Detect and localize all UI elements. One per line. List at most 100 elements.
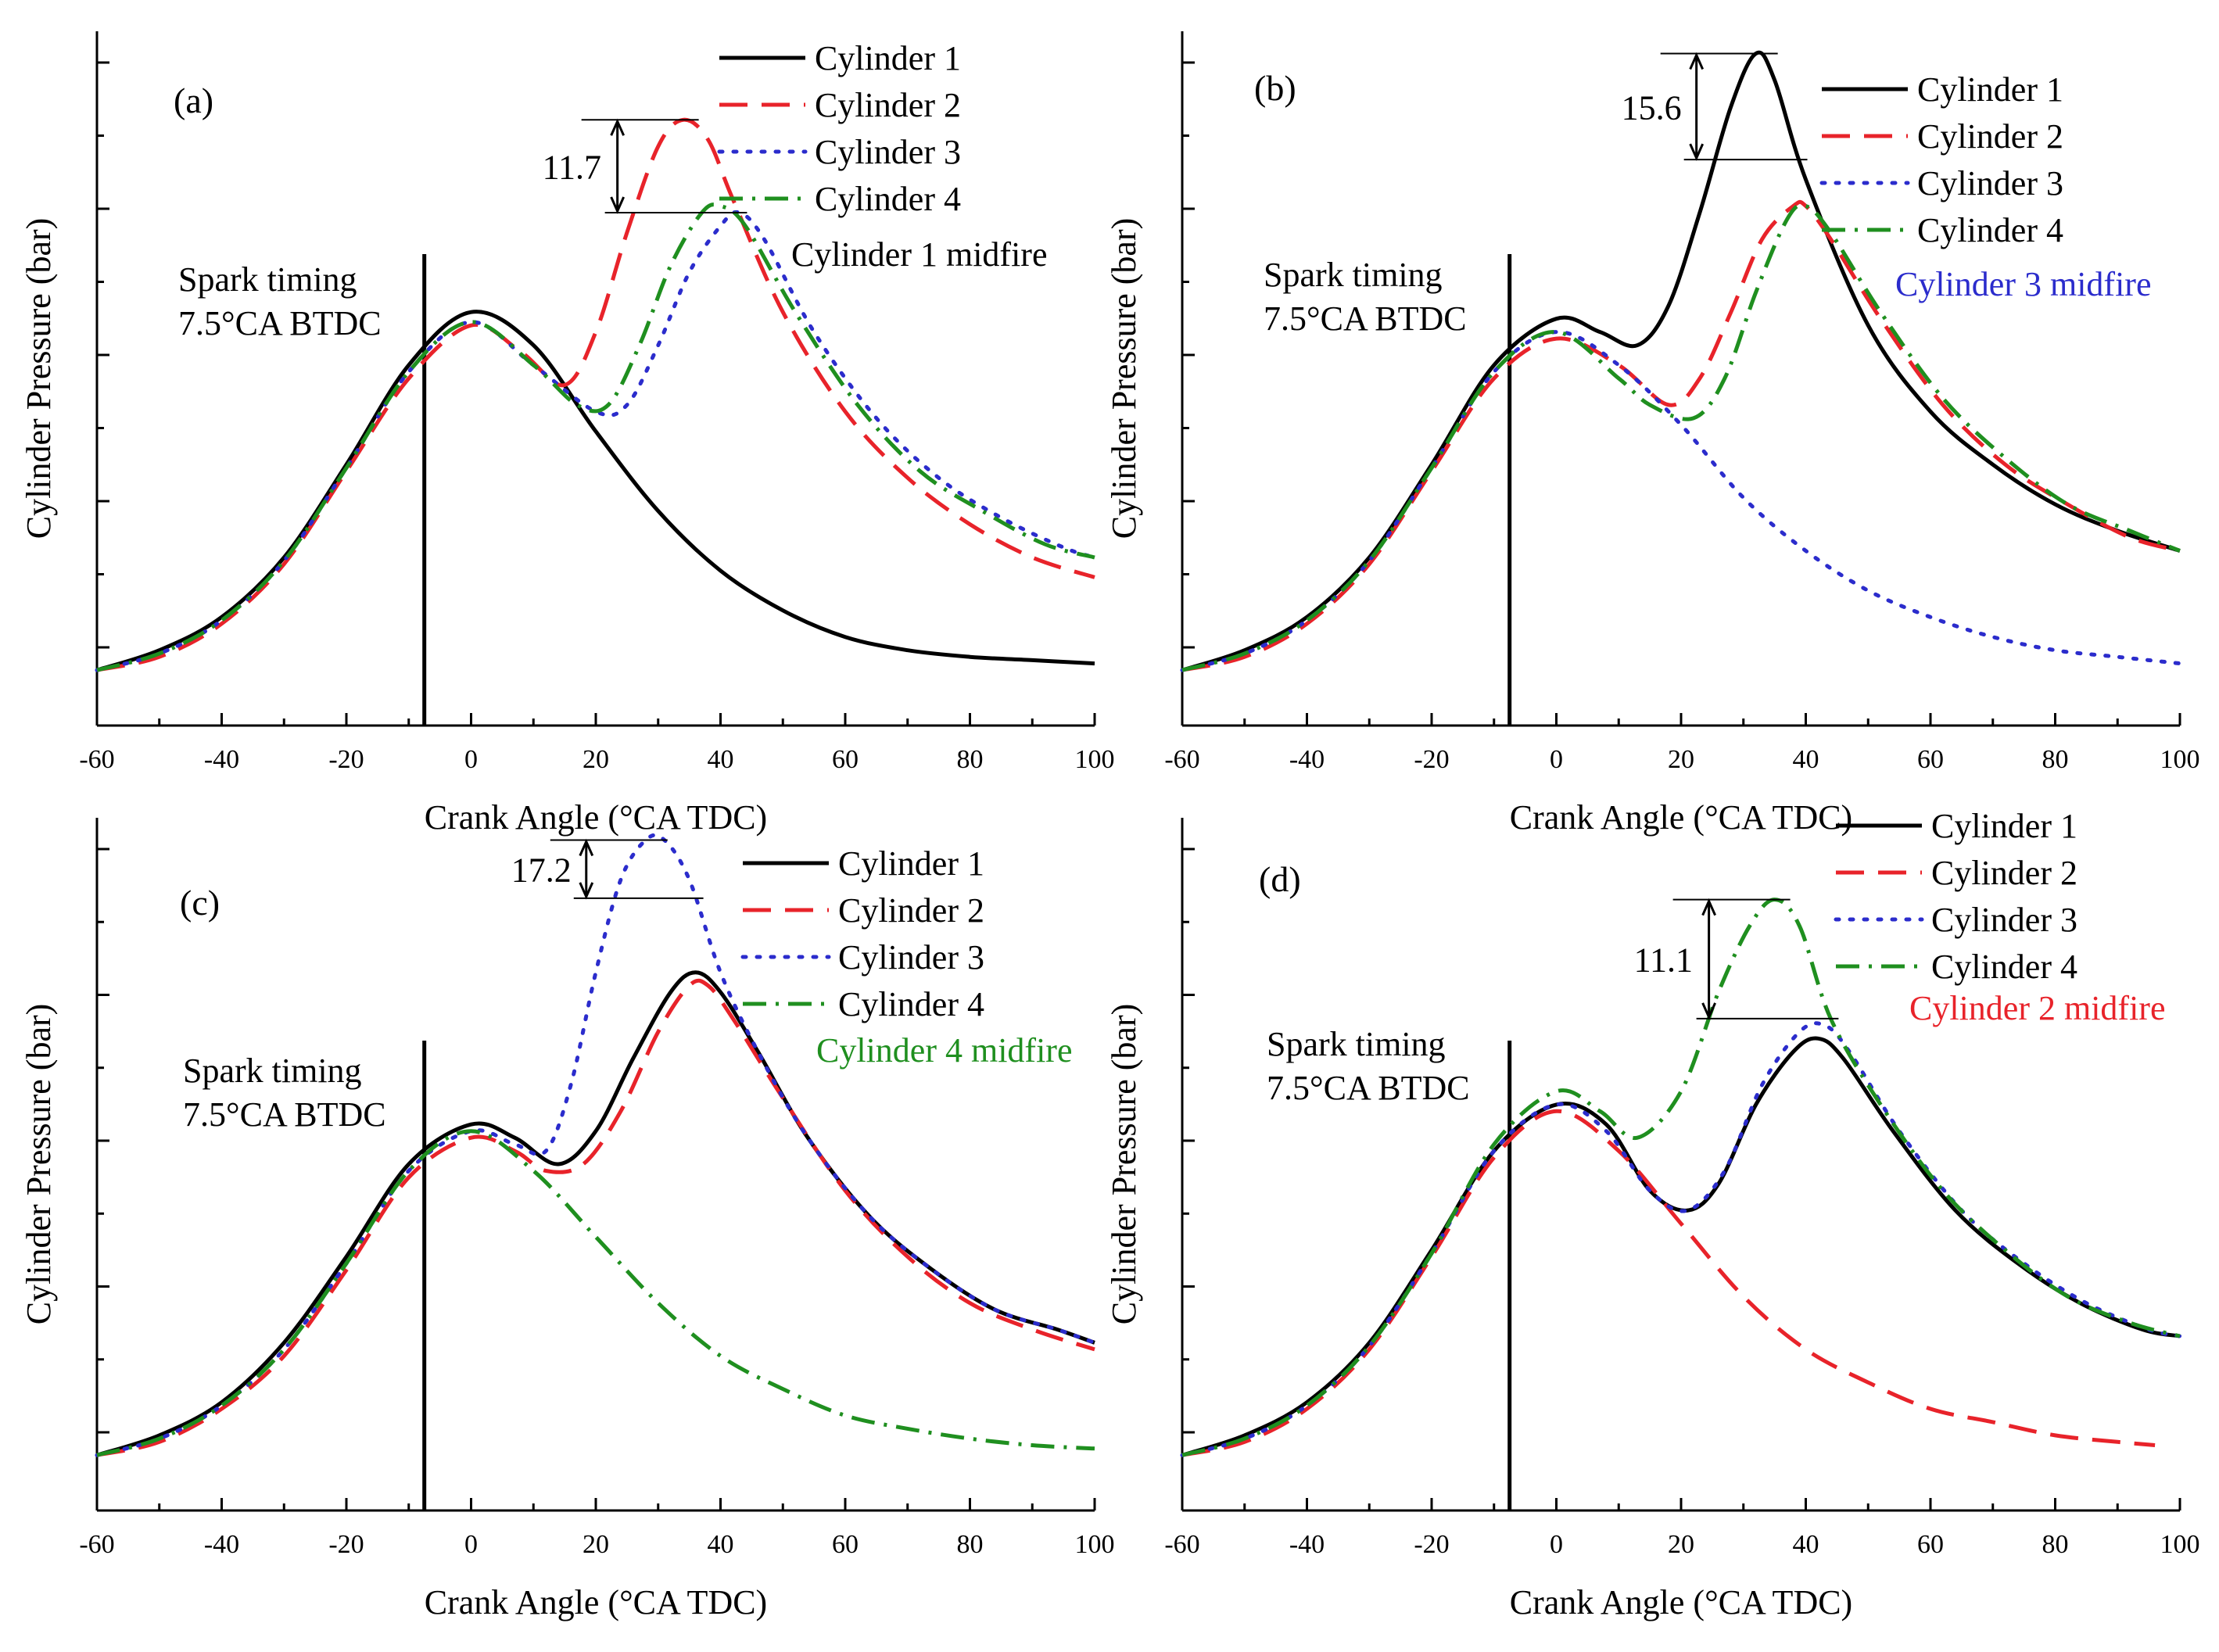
delta-arrowhead-up xyxy=(579,838,594,857)
x-tick-label: 40 xyxy=(708,745,734,774)
legend: Cylinder 1 Cylinder 2 Cylinder 3 Cylinder 4 xyxy=(1834,807,2077,986)
legend-entry-cylinder-4: Cylinder 4 xyxy=(1917,211,2063,249)
x-tick-label: 100 xyxy=(2160,1530,2200,1559)
x-tick-label: -20 xyxy=(328,745,364,774)
x-tick-label: 60 xyxy=(1917,745,1944,774)
series-line-cylinder-3 xyxy=(95,210,1097,672)
series-line-cylinder-1 xyxy=(96,310,1095,672)
series-line-cylinder-2 xyxy=(96,978,1095,1457)
legend-entry-cylinder-3: Cylinder 3 xyxy=(1931,901,2077,939)
panel-label: (c) xyxy=(180,883,220,923)
delta-label: 17.2 xyxy=(511,851,572,890)
legend-entry-cylinder-1: Cylinder 1 xyxy=(1931,807,2077,845)
x-tick-label: 40 xyxy=(1793,1530,1819,1559)
spark-timing-label: Spark timing xyxy=(1264,256,1443,294)
spark-timing-value: 7.5°CA BTDC xyxy=(178,304,382,342)
legend-entry-cylinder-1: Cylinder 1 xyxy=(838,844,984,883)
x-tick-label: 100 xyxy=(1075,1530,1115,1559)
spark-timing-value: 7.5°CA BTDC xyxy=(1264,299,1467,338)
x-tick-label: 0 xyxy=(1550,745,1563,774)
series-line-cylinder-2 xyxy=(1181,199,2181,672)
x-tick-label: 100 xyxy=(2160,745,2200,774)
x-tick-label: 20 xyxy=(583,1530,609,1559)
panel-label: (b) xyxy=(1254,68,1296,108)
midfire-annotation: Cylinder 2 midfire xyxy=(1909,989,2166,1027)
series-line-cylinder-1 xyxy=(1181,50,2181,672)
panel-4: -60 -40 -20 0 20 40 60 80 100 Crank Angle (°CA TD… xyxy=(1105,807,2200,1622)
midfire-annotation: Cylinder 3 midfire xyxy=(1895,265,2152,303)
x-tick-label: 80 xyxy=(957,1530,984,1559)
delta-label: 11.7 xyxy=(543,149,601,187)
x-tick-label: -20 xyxy=(1414,745,1449,774)
x-tick-label: 80 xyxy=(2042,1530,2069,1559)
delta-arrowhead-down xyxy=(1689,143,1705,161)
midfire-annotation: Cylinder 4 midfire xyxy=(816,1031,1073,1070)
legend-entry-cylinder-1: Cylinder 1 xyxy=(1917,70,2063,109)
legend-entry-cylinder-3: Cylinder 3 xyxy=(815,133,961,171)
x-axis-label: Crank Angle (°CA TDC) xyxy=(425,1583,767,1622)
x-axis-label: Crank Angle (°CA TDC) xyxy=(425,798,767,837)
delta-arrowhead-up xyxy=(1701,898,1717,916)
x-tick-label: 80 xyxy=(957,745,984,774)
series-line-cylinder-4 xyxy=(96,202,1095,672)
x-axis-label: Crank Angle (°CA TDC) xyxy=(1510,1583,1852,1622)
panel-3: -60 -40 -20 0 20 40 60 80 100 Crank Angle (°CA TD… xyxy=(20,818,1115,1622)
x-tick-label: -40 xyxy=(1289,745,1325,774)
delta-arrowhead-down xyxy=(610,196,626,214)
legend-entry-cylinder-3: Cylinder 3 xyxy=(1917,164,2063,202)
delta-label: 11.1 xyxy=(1634,941,1693,980)
panel-label: (a) xyxy=(174,81,213,120)
x-tick-label: 40 xyxy=(1793,745,1819,774)
y-axis-label: Cylinder Pressure (bar) xyxy=(1105,218,1143,539)
x-tick-label: 80 xyxy=(2042,745,2069,774)
series-line-cylinder-2 xyxy=(1181,1109,2156,1457)
x-tick-label: 20 xyxy=(1668,1530,1694,1559)
x-tick-label: -20 xyxy=(1414,1530,1449,1559)
x-tick-label: -60 xyxy=(79,1530,114,1559)
series-line-cylinder-4 xyxy=(1181,202,2181,672)
spark-timing-label: Spark timing xyxy=(183,1052,362,1090)
legend-entry-cylinder-3: Cylinder 3 xyxy=(838,938,984,977)
series-line-cylinder-4 xyxy=(96,1129,1095,1457)
delta-arrowhead-up xyxy=(610,118,626,136)
legend-entry-cylinder-2: Cylinder 2 xyxy=(838,891,984,930)
x-tick-label: 0 xyxy=(464,1530,478,1559)
delta-label: 15.6 xyxy=(1622,88,1682,127)
x-tick-label: 0 xyxy=(1550,1530,1563,1559)
spark-timing-value: 7.5°CA BTDC xyxy=(1267,1069,1470,1107)
legend: Cylinder 1 Cylinder 2 Cylinder 3 Cylinder 4 xyxy=(1819,70,2063,249)
x-tick-label: 100 xyxy=(1075,745,1115,774)
x-tick-label: -60 xyxy=(79,745,114,774)
legend-entry-cylinder-1: Cylinder 1 xyxy=(815,39,961,77)
midfire-annotation: Cylinder 1 midfire xyxy=(791,235,1048,274)
delta-arrowhead-up xyxy=(1689,52,1705,70)
y-axis-label: Cylinder Pressure (bar) xyxy=(20,1004,58,1325)
spark-timing-label: Spark timing xyxy=(178,260,357,299)
x-tick-label: -60 xyxy=(1164,745,1199,774)
x-tick-label: -40 xyxy=(204,745,239,774)
panel-1: -60 -40 -20 0 20 40 60 80 100 Crank Angle (°CA TD… xyxy=(20,31,1115,837)
legend-entry-cylinder-4: Cylinder 4 xyxy=(1931,948,2077,986)
legend: Cylinder 1 Cylinder 2 Cylinder 3 Cylinder 4 xyxy=(740,844,984,1023)
legend-entry-cylinder-4: Cylinder 4 xyxy=(815,180,961,218)
x-tick-label: -40 xyxy=(204,1530,239,1559)
x-tick-label: -60 xyxy=(1164,1530,1199,1559)
x-tick-label: 0 xyxy=(464,745,478,774)
x-tick-label: 20 xyxy=(1668,745,1694,774)
spark-timing-value: 7.5°CA BTDC xyxy=(183,1095,386,1134)
y-axis-label: Cylinder Pressure (bar) xyxy=(1105,1004,1143,1325)
delta-arrowhead-down xyxy=(1701,1002,1717,1020)
legend: Cylinder 1 Cylinder 2 Cylinder 3 Cylinder 4 xyxy=(717,39,961,218)
delta-arrowhead-down xyxy=(579,882,594,900)
x-axis-label: Crank Angle (°CA TDC) xyxy=(1510,798,1852,837)
spark-timing-label: Spark timing xyxy=(1267,1025,1446,1063)
x-tick-label: 60 xyxy=(832,745,859,774)
x-tick-label: 60 xyxy=(832,1530,859,1559)
x-tick-label: 40 xyxy=(708,1530,734,1559)
x-tick-label: -20 xyxy=(328,1530,364,1559)
x-tick-label: 60 xyxy=(1917,1530,1944,1559)
legend-entry-cylinder-2: Cylinder 2 xyxy=(1931,854,2077,892)
legend-entry-cylinder-2: Cylinder 2 xyxy=(815,86,961,124)
panel-label: (d) xyxy=(1259,859,1301,899)
